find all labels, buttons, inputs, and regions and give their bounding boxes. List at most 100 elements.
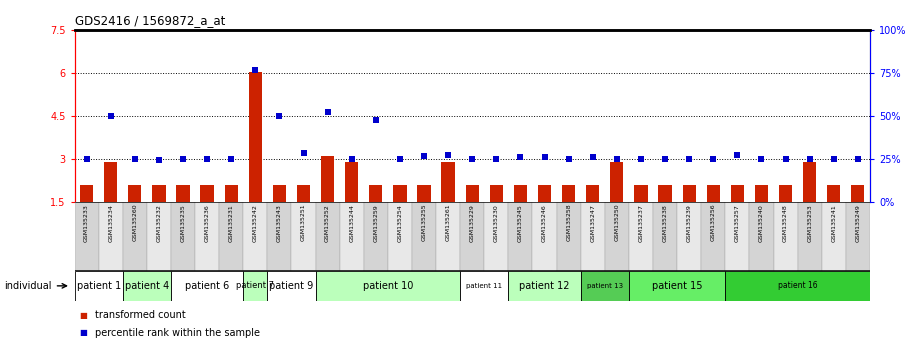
Text: GSM135261: GSM135261 — [445, 204, 451, 241]
Bar — [417, 184, 431, 202]
Bar — [701, 202, 725, 271]
Bar — [514, 184, 527, 202]
Point — [730, 152, 744, 158]
Bar — [123, 202, 147, 271]
Point — [127, 156, 142, 162]
Point — [152, 157, 166, 162]
Bar — [508, 271, 581, 301]
Text: GSM135237: GSM135237 — [638, 204, 644, 242]
Text: GSM135257: GSM135257 — [734, 204, 740, 241]
Bar — [99, 202, 123, 271]
Text: GSM135260: GSM135260 — [133, 204, 137, 241]
Bar — [244, 271, 267, 301]
Bar — [683, 184, 695, 202]
Bar — [244, 202, 267, 271]
Text: GSM135242: GSM135242 — [253, 204, 258, 242]
Bar — [779, 184, 792, 202]
Point — [248, 67, 263, 73]
Bar — [556, 202, 581, 271]
Bar — [321, 156, 335, 202]
Bar — [604, 202, 629, 271]
Point — [634, 156, 648, 162]
Point — [175, 156, 190, 162]
Text: GSM135234: GSM135234 — [108, 204, 114, 242]
Text: patient 12: patient 12 — [519, 281, 570, 291]
Text: patient 1: patient 1 — [76, 281, 121, 291]
Text: GSM135252: GSM135252 — [325, 204, 330, 241]
Bar — [219, 202, 244, 271]
Bar — [153, 184, 165, 202]
Point — [585, 155, 600, 160]
Text: percentile rank within the sample: percentile rank within the sample — [95, 328, 261, 338]
Text: GSM135231: GSM135231 — [229, 204, 234, 241]
Bar — [581, 202, 604, 271]
Text: patient 10: patient 10 — [363, 281, 413, 291]
Bar — [490, 184, 503, 202]
Text: GSM135230: GSM135230 — [494, 204, 499, 241]
Text: GSM135240: GSM135240 — [759, 204, 764, 241]
Bar — [658, 184, 672, 202]
Bar — [340, 202, 364, 271]
Bar — [436, 202, 460, 271]
Point — [393, 156, 407, 162]
Point — [368, 118, 383, 123]
Bar — [267, 202, 292, 271]
Bar — [442, 162, 454, 202]
Text: patient 13: patient 13 — [586, 283, 623, 289]
Bar — [128, 184, 142, 202]
Bar — [677, 202, 701, 271]
Bar — [123, 271, 171, 301]
Point — [79, 156, 94, 162]
Point — [803, 156, 817, 162]
Bar — [201, 184, 214, 202]
Point — [537, 155, 552, 160]
Text: GSM135249: GSM135249 — [855, 204, 860, 242]
Text: GSM135253: GSM135253 — [807, 204, 812, 241]
Bar — [731, 184, 744, 202]
Bar — [754, 184, 768, 202]
Text: GSM135243: GSM135243 — [277, 204, 282, 242]
Text: GSM135246: GSM135246 — [542, 204, 547, 241]
Bar — [292, 202, 315, 271]
Point — [345, 156, 359, 162]
Bar — [369, 184, 383, 202]
Bar — [634, 184, 647, 202]
Bar — [394, 184, 406, 202]
Point — [610, 156, 624, 162]
Bar — [315, 202, 340, 271]
Text: GSM135247: GSM135247 — [590, 204, 595, 242]
Point — [489, 156, 504, 162]
Text: GSM135241: GSM135241 — [831, 204, 836, 241]
Bar — [581, 271, 629, 301]
Text: GSM135250: GSM135250 — [614, 204, 619, 241]
Point — [562, 156, 576, 162]
Bar — [562, 184, 575, 202]
Point — [778, 156, 793, 162]
Bar — [845, 202, 870, 271]
Bar — [195, 202, 219, 271]
Bar — [297, 184, 310, 202]
Bar — [412, 202, 436, 271]
Text: patient 11: patient 11 — [466, 283, 503, 289]
Text: GSM135245: GSM135245 — [518, 204, 523, 241]
Bar — [171, 202, 195, 271]
Point — [826, 156, 841, 162]
Bar — [749, 202, 774, 271]
Text: GSM135232: GSM135232 — [156, 204, 162, 242]
Text: GSM135259: GSM135259 — [374, 204, 378, 241]
Point — [514, 155, 528, 160]
Point — [416, 153, 431, 159]
Point — [224, 156, 238, 162]
Point — [851, 156, 865, 162]
Point — [754, 156, 769, 162]
Bar — [538, 184, 551, 202]
Bar — [315, 271, 460, 301]
Bar — [388, 202, 412, 271]
Text: ■: ■ — [79, 328, 87, 337]
Bar — [364, 202, 388, 271]
Bar — [104, 162, 117, 202]
Bar — [75, 271, 123, 301]
Text: GDS2416 / 1569872_a_at: GDS2416 / 1569872_a_at — [75, 13, 225, 27]
Bar — [629, 202, 653, 271]
Text: GSM135235: GSM135235 — [181, 204, 185, 241]
